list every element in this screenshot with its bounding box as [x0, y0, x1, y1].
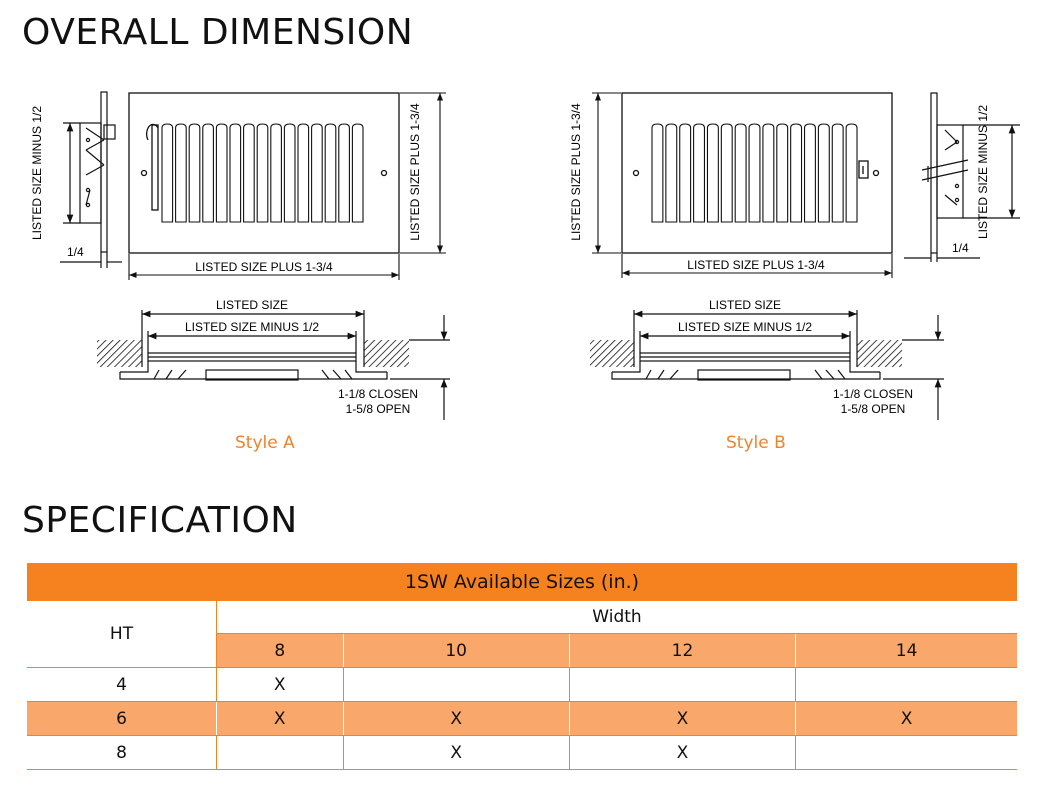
- table-cell: [216, 735, 344, 770]
- style-a-side-height-label: LISTED SIZE MINUS 1/2: [30, 106, 44, 240]
- table-cell: [569, 667, 797, 702]
- table-cell: [343, 667, 570, 702]
- style-b-louvers: [651, 123, 858, 223]
- table-cell: [795, 735, 1017, 770]
- louver-blade: [229, 123, 242, 223]
- style-b-front-width-label: LISTED SIZE PLUS 1-3/4: [687, 258, 825, 272]
- table-row: 4 X: [27, 667, 1017, 702]
- louver-blade: [243, 123, 255, 223]
- louver-blade: [803, 123, 816, 223]
- style-b-open-label: 1-5/8 OPEN: [841, 402, 906, 416]
- table-cell: X: [216, 667, 344, 702]
- table-cell: X: [795, 701, 1017, 736]
- table-cell: X: [343, 701, 570, 736]
- louver-blade: [790, 123, 803, 223]
- louver-blade: [351, 123, 364, 223]
- table-title: 1SW Available Sizes (in.): [27, 563, 1017, 601]
- style-a-drawing: LISTED SIZE MINUS 1/2 1/4 LISTED SIZE PL…: [30, 91, 450, 420]
- louver-blade: [693, 123, 706, 223]
- louver-blade: [679, 123, 692, 223]
- louver-blade: [338, 123, 350, 223]
- style-a-closed-label: 1-1/8 CLOSEN: [338, 387, 418, 401]
- overall-dimension-heading: OVERALL DIMENSION: [22, 12, 414, 53]
- louver-blade: [817, 123, 830, 223]
- louver-blade: [311, 123, 323, 223]
- louver-blade: [734, 123, 747, 223]
- table-row: 6 X X X X: [27, 701, 1017, 736]
- width-col-14: 14: [795, 633, 1017, 668]
- louver-blade: [188, 123, 201, 223]
- style-b-front-dims: [592, 92, 893, 278]
- style-b-closed-label: 1-1/8 CLOSEN: [833, 387, 913, 401]
- table-cell: X: [569, 735, 797, 770]
- louver-blade: [324, 123, 337, 223]
- table-cell: X: [343, 735, 570, 770]
- style-b-front-height-label: LISTED SIZE PLUS 1-3/4: [569, 103, 583, 241]
- louver-blade: [270, 123, 282, 223]
- style-a-section-inner-label: LISTED SIZE MINUS 1/2: [185, 320, 319, 334]
- louver-blade: [748, 123, 761, 223]
- width-col-12: 12: [569, 633, 797, 668]
- style-a-section-outer-label: LISTED SIZE: [216, 298, 288, 312]
- table-row: 8 X X: [27, 735, 1017, 770]
- style-a-front-view: [128, 92, 400, 254]
- width-col-8: 8: [216, 633, 344, 668]
- ht-header: HT: [27, 601, 217, 668]
- louver-blade: [776, 123, 789, 223]
- table-cell: X: [216, 701, 344, 736]
- style-a-front-width-label: LISTED SIZE PLUS 1-3/4: [195, 260, 333, 274]
- louver-blade: [297, 123, 310, 223]
- style-a-open-label: 1-5/8 OPEN: [346, 402, 411, 416]
- style-b-label: Style B: [726, 433, 786, 453]
- width-col-10: 10: [343, 633, 570, 668]
- louver-blade: [706, 123, 719, 223]
- style-a-louvers: [161, 123, 364, 223]
- louver-blade: [845, 123, 858, 223]
- dimension-drawings: LISTED SIZE MINUS 1/2 1/4 LISTED SIZE PL…: [30, 91, 1020, 420]
- louver-blade: [215, 123, 228, 223]
- style-a-section-view: [97, 310, 450, 420]
- specification-heading: SPECIFICATION: [22, 500, 298, 541]
- louver-blade: [202, 123, 214, 223]
- louver-blade: [256, 123, 269, 223]
- style-b-section-inner-label: LISTED SIZE MINUS 1/2: [678, 320, 812, 334]
- louver-blade: [665, 123, 678, 223]
- style-b-drawing: LISTED SIZE PLUS 1-3/4 LISTED SIZE PLUS …: [569, 92, 1020, 420]
- ht-cell: 8: [27, 735, 217, 770]
- louver-blade: [175, 123, 187, 223]
- style-b-side-height-label: LISTED SIZE MINUS 1/2: [976, 105, 990, 239]
- louver-blade: [831, 123, 844, 223]
- louver-blade: [720, 123, 733, 223]
- louver-blade: [161, 123, 174, 223]
- width-header: Width: [216, 601, 1017, 634]
- louver-blade: [651, 123, 664, 223]
- ht-cell: 6: [27, 701, 217, 736]
- louver-blade: [283, 123, 296, 223]
- style-a-side-view: [60, 91, 122, 268]
- style-b-side-view: [904, 92, 1020, 262]
- sizes-table: 1SW Available Sizes (in.) HT Width 8 10 …: [27, 563, 1017, 770]
- style-a-depth-label: 1/4: [67, 245, 84, 259]
- style-b-depth-label: 1/4: [952, 241, 969, 255]
- style-a-front-height-label: LISTED SIZE PLUS 1-3/4: [408, 103, 422, 241]
- style-a-front-dims: [128, 92, 446, 280]
- table-cell: X: [569, 701, 797, 736]
- louver-blade: [762, 123, 775, 223]
- ht-cell: 4: [27, 667, 217, 702]
- style-b-section-view: [590, 310, 944, 420]
- style-b-section-outer-label: LISTED SIZE: [709, 298, 781, 312]
- style-a-label: Style A: [235, 433, 295, 453]
- table-cell: [795, 667, 1017, 702]
- style-b-front-view: [621, 92, 893, 254]
